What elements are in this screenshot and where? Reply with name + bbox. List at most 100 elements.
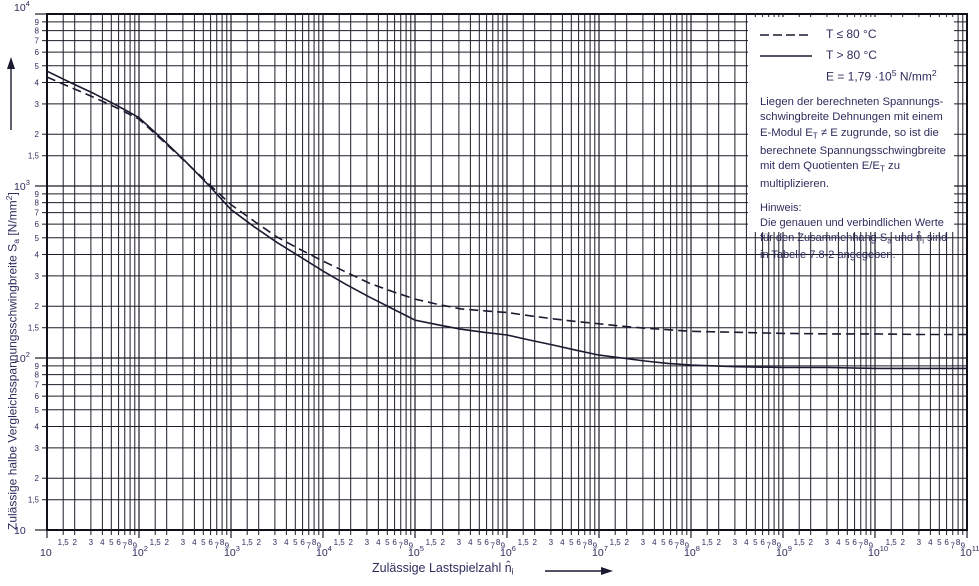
y-tick-label: 5: [35, 406, 40, 415]
x-tick-label: 6: [484, 538, 489, 547]
x-tick-label: 6: [392, 538, 397, 547]
x-tick-label: 6: [852, 538, 857, 547]
x-tick-label: 6: [944, 538, 949, 547]
x-tick-label: 5: [661, 538, 666, 547]
x-tick-label: 4: [652, 538, 657, 547]
y-decade-label: 10: [14, 525, 26, 537]
x-axis-title: Zulässige Lastspielzahl n̂i: [372, 561, 514, 577]
x-tick-label: 2: [532, 538, 537, 547]
x-decade-label: 107: [592, 544, 608, 559]
x-tick-label: 8: [496, 538, 501, 547]
y-tick-label: 1,5: [28, 496, 40, 505]
dashed-line-sample: [760, 27, 812, 41]
x-tick-label: 9: [777, 542, 782, 551]
x-tick-label: 9: [685, 542, 690, 551]
x-tick-label: 8: [404, 538, 409, 547]
x-tick-label: 4: [284, 538, 289, 547]
x-decade-label: 105: [408, 544, 424, 559]
x-tick-label: 6: [300, 538, 305, 547]
x-tick-label: 9: [501, 542, 506, 551]
x-tick-label: 2: [164, 538, 169, 547]
x-tick-label: 3: [273, 538, 278, 547]
x-tick-label: 2: [440, 538, 445, 547]
x-tick-label: 1,5: [150, 538, 162, 547]
x-tick-label: 1,5: [610, 538, 622, 547]
x-tick-label: 8: [312, 538, 317, 547]
x-tick-label: 5: [845, 538, 850, 547]
x-tick-label: 6: [576, 538, 581, 547]
y-decade-label: 102: [14, 350, 30, 365]
x-tick-label: 1,5: [334, 538, 346, 547]
x-tick-label: 7: [583, 542, 588, 551]
x-tick-label: 8: [220, 538, 225, 547]
y-tick-label: 5: [35, 234, 40, 243]
x-tick-label: 5: [293, 538, 298, 547]
x-tick-label: 7: [123, 542, 128, 551]
legend-label-t-le-80: T ≤ 80 °C: [826, 26, 877, 41]
y-tick-label: 1,5: [28, 324, 40, 333]
y-tick-label: 6: [35, 220, 40, 229]
x-tick-label: 9: [961, 542, 966, 551]
y-tick-label: 2: [35, 474, 40, 483]
solid-line-sample: [760, 48, 812, 62]
y-tick-label: 6: [35, 392, 40, 401]
x-tick-label: 5: [937, 538, 942, 547]
y-tick-label: 8: [35, 371, 40, 380]
x-tick-label: 6: [668, 538, 673, 547]
x-tick-label: 5: [385, 538, 390, 547]
y-tick-label: 7: [35, 37, 40, 46]
x-tick-label: 1,5: [426, 538, 438, 547]
x-tick-label: 1,5: [794, 538, 806, 547]
x-tick-label: 8: [128, 538, 133, 547]
x-tick-label: 5: [201, 538, 206, 547]
x-tick-label: 6: [116, 538, 121, 547]
x-decade-label: 1011: [960, 544, 979, 559]
y-tick-label: 4: [35, 250, 40, 259]
y-axis-title: Zulässige halbe Vergleichsspannungsschwi…: [4, 192, 21, 530]
x-tick-label: 2: [900, 538, 905, 547]
y-tick-label: 8: [35, 199, 40, 208]
x-tick-label: 9: [409, 542, 414, 551]
y-tick-label: 8: [35, 27, 40, 36]
y-tick-label: 3: [35, 100, 40, 109]
x-tick-label: 8: [680, 538, 685, 547]
x-tick-label: 4: [836, 538, 841, 547]
x-decade-label: 106: [500, 544, 516, 559]
x-tick-label: 8: [772, 538, 777, 547]
legend-label-t-gt-80: T > 80 °C: [826, 47, 877, 62]
x-tick-label: 7: [859, 542, 864, 551]
y-tick-label: 6: [35, 48, 40, 57]
y-tick-label: 7: [35, 381, 40, 390]
x-tick-label: 2: [808, 538, 813, 547]
x-tick-label: 9: [593, 542, 598, 551]
y-tick-label: 9: [35, 18, 40, 27]
x-decade-label: 104: [316, 544, 332, 559]
x-tick-label: 3: [825, 538, 830, 547]
x-tick-label: 7: [215, 542, 220, 551]
x-decade-label: 103: [224, 544, 240, 559]
x-tick-label: 1,5: [886, 538, 898, 547]
x-tick-label: 3: [733, 538, 738, 547]
y-axis-arrowhead: [7, 57, 15, 69]
x-decade-label: 109: [776, 544, 792, 559]
x-tick-label: 3: [181, 538, 186, 547]
x-tick-label: 2: [72, 538, 77, 547]
x-tick-label: 7: [767, 542, 772, 551]
x-tick-label: 7: [307, 542, 312, 551]
x-tick-label: 4: [100, 538, 105, 547]
hinweis-note: Hinweis: Die genauen und verbindlichen W…: [760, 201, 950, 263]
y-tick-label: 9: [35, 190, 40, 199]
y-decade-label: 104: [14, 0, 30, 14]
x-tick-label: 1,5: [58, 538, 70, 547]
x-decade-label: 1010: [868, 544, 888, 559]
y-tick-label: 2: [35, 302, 40, 311]
x-tick-label: 7: [951, 542, 956, 551]
x-tick-label: 9: [133, 542, 138, 551]
modulus-correction-paragraph: Liegen der berechneten Spannungs­schwing…: [760, 96, 946, 190]
x-tick-label: 4: [560, 538, 565, 547]
x-tick-label: 5: [569, 538, 574, 547]
y-tick-label: 7: [35, 209, 40, 218]
x-tick-label: 2: [256, 538, 261, 547]
